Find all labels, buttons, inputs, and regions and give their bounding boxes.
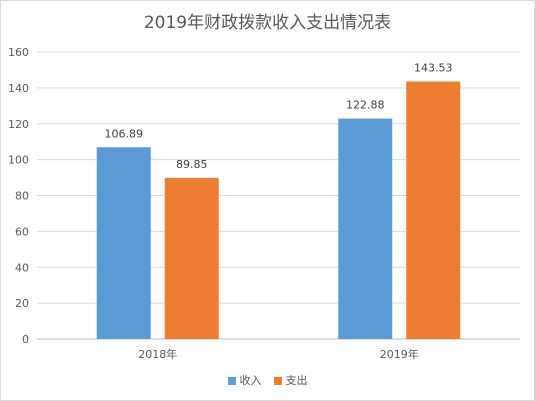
y-tick-label: 140 <box>8 82 29 95</box>
y-tick-label: 120 <box>8 118 29 131</box>
legend-item: 支出 <box>273 372 308 388</box>
legend-swatch <box>273 377 282 385</box>
y-tick-label: 40 <box>15 261 29 274</box>
bar <box>406 81 461 339</box>
legend-item: 收入 <box>227 372 262 388</box>
y-tick-label: 160 <box>8 46 29 59</box>
data-label: 122.88 <box>346 99 385 112</box>
legend-label: 收入 <box>239 374 262 387</box>
bar <box>164 177 219 339</box>
chart-legend: 收入 支出 <box>0 372 535 388</box>
y-tick-label: 100 <box>8 154 29 167</box>
bar <box>338 118 393 339</box>
y-tick-label: 0 <box>22 333 29 346</box>
x-tick-label: 2019年 <box>380 347 419 361</box>
y-tick-label: 80 <box>15 190 29 203</box>
data-label: 143.53 <box>414 62 453 75</box>
legend-label: 支出 <box>285 374 308 387</box>
bar <box>96 147 151 339</box>
y-tick-label: 20 <box>15 297 29 310</box>
x-tick-label: 2018年 <box>138 347 177 361</box>
data-label: 89.85 <box>176 158 208 171</box>
data-label: 106.89 <box>105 127 144 140</box>
legend-swatch <box>227 377 236 385</box>
y-tick-label: 60 <box>15 225 29 238</box>
chart-title: 2019年财政拨款收入支出情况表 <box>143 13 392 33</box>
